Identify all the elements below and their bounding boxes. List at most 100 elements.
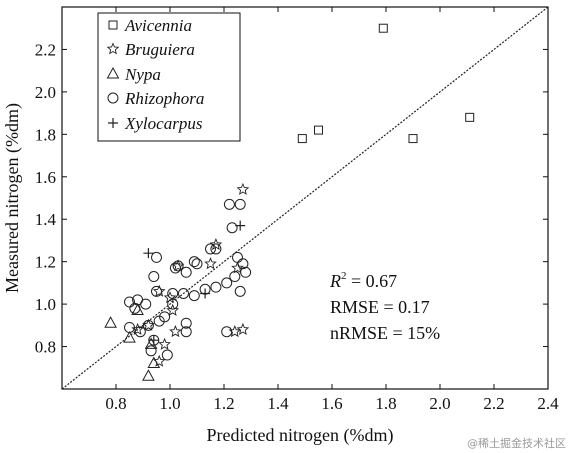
point-avicennia — [465, 112, 475, 122]
r2-symbol: R — [329, 271, 341, 291]
stats-annotation: R2 = 0.67 RMSE = 0.17 nRMSE = 15% — [329, 270, 440, 343]
point-bruguiera — [228, 325, 242, 338]
watermark: @稀土掘金技术社区 — [467, 436, 566, 450]
legend-marker-rhizophora — [107, 92, 119, 104]
y-tick-label: 1.8 — [35, 125, 56, 144]
y-axis-label: Measured nitrogen (%dm) — [2, 103, 23, 293]
point-rhizophora — [129, 302, 141, 314]
point-rhizophora — [237, 258, 249, 270]
point-rhizophora — [221, 277, 233, 289]
point-xylocarpus — [235, 220, 246, 231]
point-bruguiera — [171, 259, 185, 272]
y-tick-label: 2.2 — [35, 40, 56, 59]
point-rhizophora — [145, 345, 157, 357]
point-bruguiera — [236, 182, 250, 195]
legend-marker-bruguiera — [106, 42, 120, 55]
x-tick-label: 1.6 — [321, 394, 342, 413]
legend-marker-nypa — [106, 66, 120, 79]
legend-marker-xylocarpus — [108, 118, 118, 128]
point-rhizophora — [234, 285, 246, 297]
data-points — [104, 23, 475, 381]
x-tick-label: 2.4 — [537, 394, 559, 413]
y-tick-label: 1.6 — [35, 168, 56, 187]
point-bruguiera — [169, 325, 182, 338]
axis-ticks: 0.8 1.0 1.2 1.4 1.6 1.8 2.0 2.2 2.4 0.8 1.0 1.2 1.4 1… — [35, 7, 559, 413]
point-rhizophora — [169, 262, 181, 274]
x-tick-label: 1.0 — [159, 394, 180, 413]
point-rhizophora — [229, 271, 241, 283]
point-rhizophora — [240, 266, 252, 278]
point-rhizophora — [167, 298, 179, 310]
legend-label-bruguiera: Bruguiera — [125, 40, 195, 59]
point-avicennia — [314, 125, 323, 135]
point-avicennia — [378, 23, 388, 33]
point-rhizophora — [223, 198, 235, 210]
point-avicennia — [297, 134, 307, 144]
point-xylocarpus — [143, 248, 154, 259]
point-nypa — [104, 316, 117, 328]
point-rhizophora — [205, 243, 216, 255]
point-bruguiera — [236, 322, 250, 335]
y-tick-label: 1.2 — [35, 253, 56, 272]
r2-annotation: R2 = 0.67 — [329, 270, 397, 291]
point-nypa — [142, 369, 155, 381]
x-tick-label: 1.8 — [375, 394, 396, 413]
point-rhizophora — [167, 288, 179, 299]
r2-superscript: 2 — [341, 270, 347, 282]
point-rhizophora — [210, 243, 222, 255]
x-tick-label: 1.2 — [213, 394, 234, 413]
y-tick-label: 1.0 — [35, 295, 56, 314]
point-nypa — [131, 303, 144, 315]
point-rhizophora — [180, 326, 192, 338]
x-tick-label: 1.4 — [267, 394, 289, 413]
x-axis-label: Predicted nitrogen (%dm) — [207, 425, 394, 446]
point-nypa — [147, 356, 161, 369]
point-xylocarpus — [148, 335, 159, 346]
point-rhizophora — [151, 251, 162, 263]
point-rhizophora — [188, 256, 200, 268]
x-tick-label: 2.0 — [429, 394, 450, 413]
point-rhizophora — [191, 258, 203, 270]
point-rhizophora — [226, 222, 238, 234]
point-rhizophora — [221, 326, 233, 338]
point-rhizophora — [161, 349, 173, 361]
point-rhizophora — [178, 288, 189, 299]
point-rhizophora — [210, 281, 222, 293]
point-rhizophora — [180, 266, 192, 278]
y-tick-label: 0.8 — [35, 338, 56, 357]
legend-label-nypa: Nypa — [124, 65, 161, 84]
x-tick-label: 2.2 — [483, 394, 504, 413]
nrmse-annotation: nRMSE = 15% — [330, 323, 440, 343]
point-nypa — [123, 331, 136, 343]
legend-marker-avicennia — [108, 20, 118, 30]
point-rhizophora — [134, 326, 146, 338]
point-bruguiera — [158, 337, 171, 350]
point-rhizophora — [188, 290, 200, 302]
r2-value: = 0.67 — [347, 271, 398, 291]
y-tick-label: 1.4 — [35, 210, 57, 229]
x-tick-label: 0.8 — [105, 394, 126, 413]
point-rhizophora — [140, 298, 152, 310]
point-bruguiera — [131, 322, 144, 335]
point-rhizophora — [172, 260, 184, 272]
point-rhizophora — [148, 271, 160, 283]
point-xylocarpus — [200, 288, 211, 299]
point-rhizophora — [232, 251, 243, 263]
point-bruguiera — [152, 284, 166, 297]
point-bruguiera — [204, 257, 217, 270]
point-rhizophora — [153, 315, 165, 327]
point-avicennia — [408, 134, 418, 144]
point-rhizophora — [142, 319, 154, 331]
point-bruguiera — [209, 238, 223, 251]
point-rhizophora — [234, 198, 246, 210]
point-bruguiera — [142, 318, 155, 331]
rmse-annotation: RMSE = 0.17 — [330, 297, 430, 317]
y-tick-label: 2.0 — [35, 83, 56, 102]
legend-box — [97, 12, 241, 142]
point-bruguiera — [231, 261, 244, 274]
point-rhizophora — [151, 285, 162, 297]
legend: Avicennia Bruguiera Nypa Rhizophora Xylo… — [97, 12, 241, 142]
point-rhizophora — [180, 317, 192, 329]
legend-label-xylocarpus: Xylocarpus — [124, 114, 203, 133]
